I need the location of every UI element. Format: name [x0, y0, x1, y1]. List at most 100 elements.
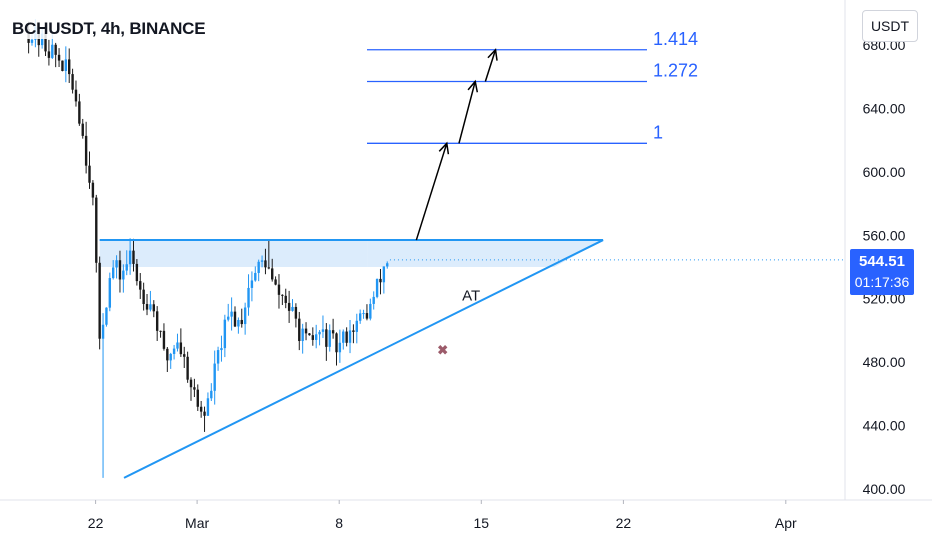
fib-level-label: 1.414 [653, 29, 698, 49]
candle-body [81, 123, 84, 136]
candle-body [132, 250, 135, 264]
y-tick-label: 400.00 [863, 481, 906, 497]
target-arrow-line[interactable] [415, 143, 448, 241]
candle-body [230, 311, 233, 317]
candle-body [142, 289, 145, 305]
ascending-trendline[interactable] [123, 239, 604, 479]
bar-countdown: 01:17:36 [854, 274, 910, 290]
candle-body [213, 363, 216, 391]
candle-body [274, 279, 277, 285]
resistance-zone [99, 240, 368, 267]
candle-body [382, 266, 386, 283]
candle-body [95, 197, 98, 263]
candle-body [155, 311, 159, 331]
candle-body [206, 398, 210, 416]
candle-body [342, 331, 345, 343]
candle-body [338, 342, 342, 353]
x-tick-label: Apr [775, 515, 797, 531]
candle-body [250, 280, 254, 288]
candle-body [314, 334, 318, 340]
candle-body [210, 390, 213, 399]
candle-body [125, 264, 128, 271]
candle-body [40, 33, 44, 46]
candle-body [365, 313, 369, 319]
candle-body [281, 294, 284, 296]
candle-body [68, 59, 71, 75]
candle-body [199, 406, 203, 412]
candle-body [57, 54, 61, 61]
candle-body [78, 101, 81, 124]
candle-body [108, 278, 112, 308]
candle-body [369, 303, 372, 319]
y-tick-label: 440.00 [863, 418, 906, 434]
candle-body [375, 278, 379, 297]
candle-body [243, 307, 247, 325]
candle-body [355, 320, 358, 332]
target-arrow-line[interactable] [458, 81, 476, 144]
candle-body [186, 356, 189, 380]
candle-body [169, 353, 172, 361]
candle-body [308, 333, 311, 336]
candle-body [54, 44, 57, 55]
candle-body [122, 270, 125, 280]
x-tick-label: 22 [616, 515, 632, 531]
candle-body [193, 387, 196, 390]
candle-body [115, 260, 118, 268]
candle-body [216, 350, 220, 364]
last-price-tag: 544.51 01:17:36 [850, 249, 914, 295]
candle-body [257, 261, 260, 273]
candle-body [203, 411, 206, 416]
candle-body [111, 267, 115, 279]
candle-body [227, 316, 230, 320]
candle-body [271, 268, 274, 280]
candle-body [328, 330, 331, 347]
y-tick-label: 640.00 [863, 100, 906, 116]
candle-body [358, 313, 362, 321]
candle-body [152, 304, 155, 312]
target-arrow-line[interactable] [484, 49, 497, 82]
x-tick-label: 8 [335, 515, 343, 531]
candle-body [254, 272, 257, 281]
candle-body [196, 389, 199, 407]
candle-body [362, 313, 365, 315]
candle-body [176, 342, 179, 349]
candle-body [88, 165, 91, 183]
candle-body [189, 379, 193, 388]
candle-body [51, 44, 54, 58]
candle-body [247, 287, 250, 308]
candle-body [172, 348, 176, 354]
candle-body [74, 89, 78, 102]
last-price-value: 544.51 [859, 253, 905, 270]
candle-body [345, 331, 348, 343]
candle-body [325, 329, 328, 347]
candle-body [277, 284, 281, 295]
candle-body [118, 260, 122, 280]
candle-body [64, 59, 68, 72]
candle-body [105, 307, 108, 325]
resistance-zone-tip [367, 240, 604, 267]
candle-body [166, 348, 169, 361]
candle-body [145, 304, 149, 310]
candle-body [149, 304, 152, 310]
currency-unit-button[interactable]: USDT [862, 10, 918, 42]
candle-body [331, 330, 335, 334]
candle-body [267, 267, 271, 269]
candle-body [348, 330, 352, 343]
candle-body [159, 330, 162, 332]
candle-body [162, 330, 166, 349]
y-tick-label: 480.00 [863, 354, 906, 370]
candle-body [47, 51, 51, 58]
target-arrow-head [467, 79, 479, 93]
x-tick-label: 22 [88, 515, 104, 531]
chart-title: BCHUSDT, 4h, BINANCE [10, 19, 208, 39]
candle-body [71, 74, 74, 90]
candle-body [98, 262, 101, 339]
candle-body [135, 263, 139, 282]
y-tick-label: 560.00 [863, 227, 906, 243]
candle-body [84, 135, 88, 166]
candle-body [91, 182, 95, 198]
candle-body [386, 263, 389, 267]
fib-level-label: 1 [653, 122, 663, 142]
